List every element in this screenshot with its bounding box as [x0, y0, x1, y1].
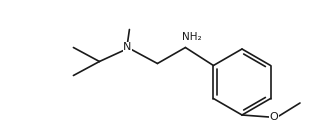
- Text: N: N: [123, 42, 132, 52]
- Text: O: O: [270, 112, 278, 122]
- Text: NH₂: NH₂: [182, 33, 201, 42]
